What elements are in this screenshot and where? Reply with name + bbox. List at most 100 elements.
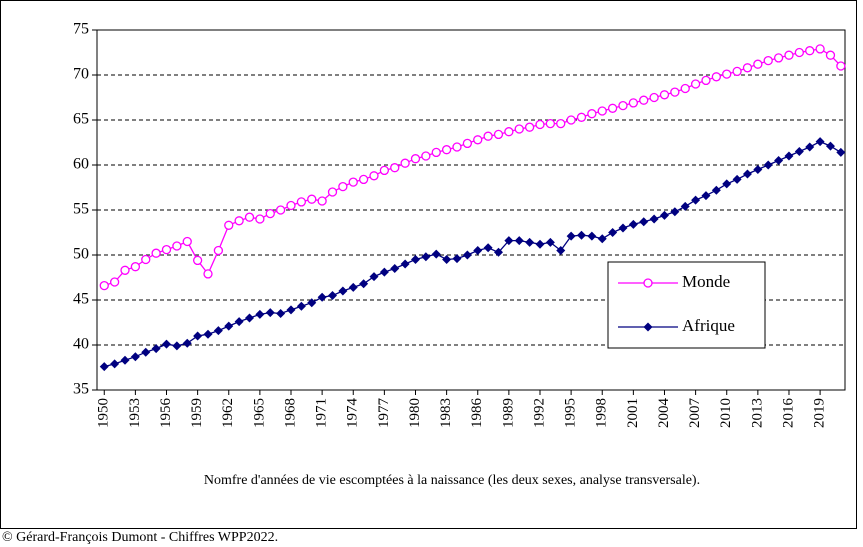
marker: [276, 309, 286, 318]
marker: [773, 53, 784, 63]
marker: [680, 201, 690, 211]
marker: [493, 247, 503, 257]
y-tick-label: 50: [73, 246, 89, 263]
marker: [141, 254, 151, 265]
x-tick-label: 1962: [220, 398, 236, 428]
x-tick-label: 1989: [500, 398, 516, 428]
marker: [493, 129, 504, 140]
x-tick-label: 1965: [251, 398, 267, 428]
marker: [328, 291, 338, 300]
marker: [130, 352, 140, 362]
marker: [317, 196, 327, 206]
marker: [649, 92, 659, 103]
marker: [535, 119, 545, 130]
x-tick-label: 2007: [687, 398, 703, 429]
marker: [701, 75, 711, 86]
x-tick-label: 1986: [469, 398, 485, 429]
x-tick-label: 2004: [656, 398, 672, 429]
marker: [255, 214, 265, 224]
marker: [753, 59, 763, 69]
marker: [162, 339, 172, 349]
y-tick-label: 75: [73, 21, 89, 38]
marker: [774, 156, 784, 165]
marker: [442, 255, 452, 264]
y-tick-label: 65: [73, 111, 89, 128]
marker: [255, 309, 265, 319]
marker: [670, 207, 680, 217]
marker: [193, 331, 203, 341]
marker: [587, 231, 597, 241]
x-tick-label: 1953: [127, 398, 143, 428]
marker: [597, 234, 607, 244]
marker: [649, 214, 659, 224]
marker: [245, 313, 255, 323]
x-tick-label: 2016: [780, 398, 796, 429]
marker: [576, 230, 586, 240]
marker: [473, 246, 483, 255]
y-tick-label: 40: [73, 336, 89, 353]
marker: [338, 181, 348, 192]
marker: [348, 177, 358, 187]
marker: [483, 243, 493, 253]
marker: [753, 165, 763, 174]
marker: [566, 115, 576, 125]
marker: [410, 255, 420, 264]
marker: [732, 174, 742, 184]
marker: [109, 277, 120, 287]
y-tick-label: 60: [73, 156, 89, 173]
marker: [711, 185, 721, 195]
x-tick-label: 2010: [718, 398, 734, 428]
y-tick-label: 70: [73, 66, 89, 83]
marker: [607, 103, 618, 113]
marker: [643, 278, 653, 288]
marker: [120, 265, 130, 275]
marker: [701, 191, 711, 201]
marker: [452, 142, 462, 152]
x-tick-label: 1983: [438, 398, 454, 428]
x-tick-label: 1998: [594, 398, 610, 428]
marker: [234, 216, 244, 226]
marker: [327, 187, 338, 197]
marker: [576, 112, 587, 122]
marker: [504, 127, 514, 137]
x-tick-label: 1971: [314, 398, 330, 428]
marker: [317, 292, 327, 302]
y-tick-label: 45: [73, 291, 89, 308]
marker: [286, 200, 296, 211]
marker: [151, 248, 161, 258]
marker: [421, 252, 431, 262]
marker: [379, 165, 390, 176]
marker: [691, 195, 701, 205]
marker: [286, 305, 296, 315]
marker: [359, 279, 369, 289]
marker: [441, 145, 452, 155]
marker: [742, 169, 752, 179]
marker: [307, 298, 317, 308]
marker: [224, 220, 234, 230]
plot-frame: [96, 29, 846, 391]
marker: [722, 179, 732, 189]
marker: [535, 239, 545, 249]
marker: [400, 158, 410, 168]
marker: [182, 236, 192, 247]
marker: [172, 241, 182, 251]
x-tick-label: 2001: [625, 398, 641, 428]
marker: [99, 362, 109, 372]
marker: [234, 317, 244, 327]
marker: [390, 264, 400, 273]
marker: [296, 197, 307, 207]
marker: [120, 355, 130, 365]
marker: [784, 151, 794, 161]
marker: [338, 286, 348, 296]
marker: [825, 141, 835, 151]
x-tick-label: 1974: [345, 398, 361, 429]
marker: [639, 95, 649, 105]
marker: [608, 228, 618, 237]
marker: [628, 98, 639, 108]
marker: [514, 124, 524, 134]
x-tick-label: 1980: [407, 398, 423, 428]
marker: [400, 259, 410, 269]
marker: [825, 50, 836, 60]
marker: [213, 326, 223, 336]
